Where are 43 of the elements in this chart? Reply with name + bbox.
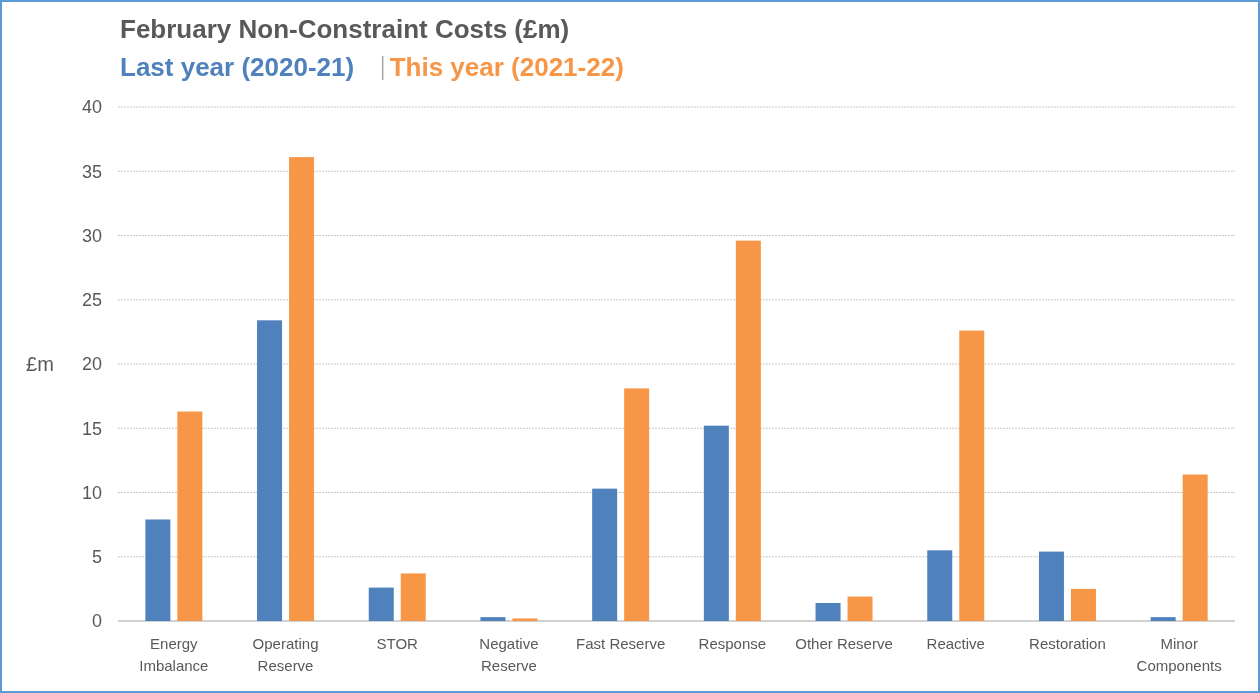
- x-tick-label: Negative Reserve: [479, 635, 539, 674]
- bar: [735, 240, 761, 621]
- x-tick-label: Other Reserve: [795, 635, 893, 652]
- bar: [703, 425, 729, 621]
- y-tick-label: 40: [81, 97, 102, 118]
- bar: [368, 587, 394, 621]
- x-tick-label: Reactive: [926, 635, 985, 652]
- bar: [177, 411, 203, 621]
- bar: [1038, 551, 1064, 621]
- bar: [480, 617, 506, 621]
- y-tick-label: 5: [91, 547, 102, 568]
- chart-title: February Non-Constraint Costs (£m): [120, 14, 570, 44]
- x-tick-label: Minor Components: [1136, 635, 1222, 674]
- x-tick-label: Operating Reserve: [252, 635, 319, 674]
- x-tick-label: Response: [698, 635, 767, 652]
- y-axis-title: £m: [26, 353, 54, 375]
- bar: [1070, 588, 1096, 621]
- bar: [815, 603, 841, 621]
- bar: [145, 519, 171, 621]
- y-tick-label: 10: [81, 482, 102, 503]
- y-tick-label: 0: [91, 611, 102, 632]
- bar: [847, 596, 873, 621]
- bar: [927, 550, 953, 621]
- bar: [592, 488, 618, 621]
- y-tick-label: 20: [81, 354, 102, 375]
- bar: [624, 388, 650, 621]
- y-tick-label: 35: [81, 161, 102, 182]
- bar: [959, 330, 985, 621]
- y-tick-label: 25: [81, 290, 102, 311]
- text: Last year (2020-21): [120, 52, 355, 82]
- bar: [1150, 617, 1176, 621]
- y-tick-label: 15: [81, 418, 102, 439]
- x-tick-label: Fast Reserve: [576, 635, 666, 652]
- bar: [1182, 474, 1208, 621]
- x-tick-label: Restoration: [1029, 635, 1106, 652]
- x-tick-label: STOR: [376, 635, 419, 652]
- bar: [512, 618, 538, 621]
- bar: [289, 157, 315, 621]
- bar: [400, 573, 426, 621]
- y-tick-label: 30: [81, 225, 102, 246]
- text: This year (2021-22): [389, 52, 624, 82]
- bar: [257, 320, 283, 621]
- x-tick-label: Energy Imbalance: [139, 635, 209, 674]
